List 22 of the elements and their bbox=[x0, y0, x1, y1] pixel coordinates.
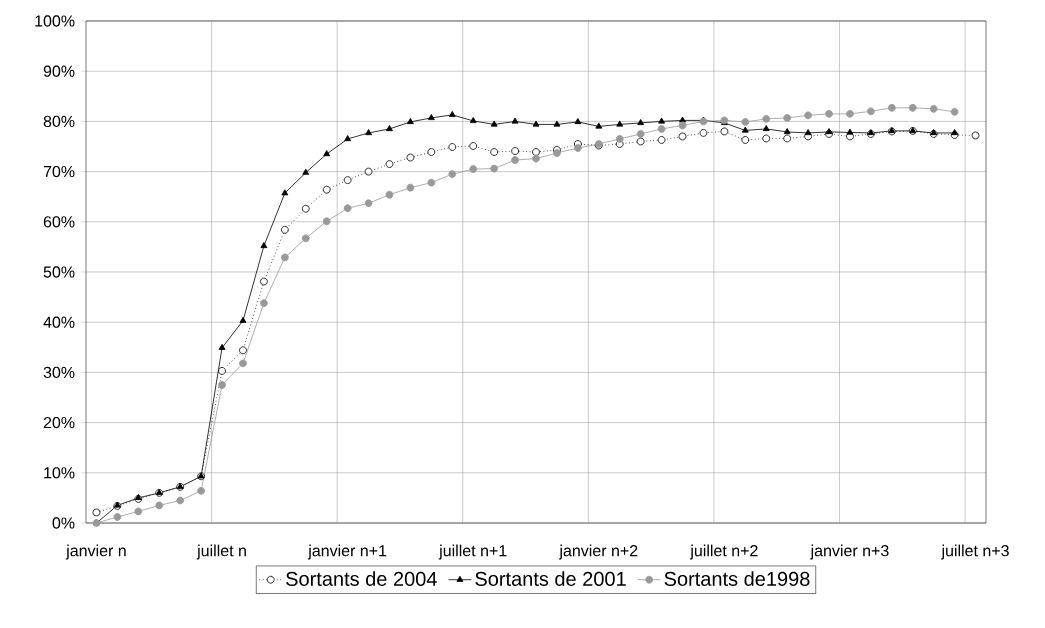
y-tick-label: 40% bbox=[43, 316, 75, 328]
x-tick-label: janvier n+3 bbox=[810, 544, 889, 560]
x-tick-label: juillet n+1 bbox=[438, 544, 507, 560]
y-tick-label: 100% bbox=[35, 15, 75, 27]
y-tick-label: 10% bbox=[44, 467, 75, 479]
y-tick-label: 20% bbox=[43, 416, 75, 429]
legend-label: Sortants de 2004 bbox=[286, 571, 437, 586]
x-tick-label: juillet n bbox=[196, 544, 246, 560]
y-tick-label: 50% bbox=[43, 266, 75, 278]
x-tick-label: juillet n+2 bbox=[689, 544, 758, 560]
x-tick-label: juillet n+3 bbox=[941, 544, 1009, 560]
y-tick-label: 60% bbox=[43, 216, 75, 228]
y-tick-label: 80% bbox=[43, 115, 75, 128]
legend-label: Sortants de1998 bbox=[664, 571, 810, 586]
y-tick-label: 30% bbox=[43, 366, 75, 379]
y-tick-label: 70% bbox=[43, 165, 75, 178]
x-tick-label: janvier n+2 bbox=[559, 544, 638, 560]
legend-label: Sortants de 2001 bbox=[475, 571, 626, 586]
x-tick-label: janvier n bbox=[65, 544, 126, 560]
y-tick-label: 0% bbox=[52, 517, 75, 529]
x-tick-label: janvier n+1 bbox=[307, 544, 387, 560]
y-tick-label: 90% bbox=[43, 65, 75, 77]
